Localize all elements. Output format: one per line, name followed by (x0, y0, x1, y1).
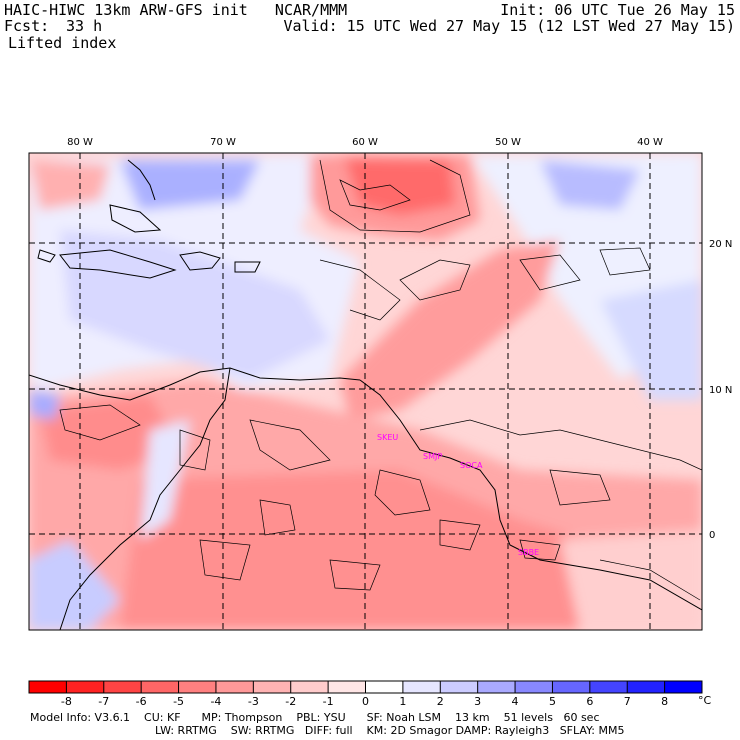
lon-label-80w: 80 W (67, 137, 93, 148)
station-smjp: SMJP (423, 452, 442, 461)
colorbar-tick-label: 4 (512, 695, 519, 708)
colorbar-tick-label: 3 (474, 695, 481, 708)
colorbar-tick-label: -7 (98, 695, 109, 708)
colorbar-tick-label: -4 (210, 695, 221, 708)
forecast-hour: 33 h (66, 17, 103, 35)
graticule (29, 153, 702, 630)
colorbar-tick-label: -8 (61, 695, 72, 708)
li-contours (59, 159, 702, 601)
map-frame (28, 152, 703, 631)
coastlines (29, 159, 702, 630)
model-info-line1: Model Info: V3.6.1 CU: KF MP: Thompson P… (30, 711, 600, 724)
station-soca: SOCA (460, 461, 483, 470)
lat-label-20n: 20 N (709, 239, 732, 250)
colorbar-tick-label: -5 (173, 695, 184, 708)
colorbar-tick-label: -3 (248, 695, 259, 708)
colorbar-swatch (215, 681, 254, 693)
shaded-field (29, 153, 702, 630)
colorbar-tick-label: -1 (323, 695, 334, 708)
colorbar-swatch (589, 681, 628, 693)
station-sbbe: SBBE (518, 548, 539, 557)
lat-label-10n: 10 N (709, 385, 732, 396)
colorbar-swatch (178, 681, 217, 693)
station-skeu: SKEU (377, 433, 398, 442)
colorbar-swatch (515, 681, 553, 693)
lon-label-70w: 70 W (210, 137, 236, 148)
colorbar-swatch (141, 681, 180, 693)
lon-label-60w: 60 W (352, 137, 378, 148)
field-name: Lifted index (8, 34, 117, 52)
model-title: HAIC-HIWC 13km ARW-GFS init NCAR/MMM (4, 1, 348, 19)
model-info-line2: LW: RRTMG SW: RRTMG DIFF: full KM: 2D Sm… (155, 724, 625, 737)
lat-label-0: 0 (709, 530, 715, 541)
colorbar-tick-label: -6 (136, 695, 147, 708)
colorbar-tick-label: 0 (362, 695, 369, 708)
colorbar-swatch (627, 681, 666, 693)
colorbar-swatch (552, 681, 591, 693)
colorbar-swatch (66, 681, 105, 693)
colorbar-swatch (103, 681, 142, 693)
colorbar-swatch (664, 681, 703, 693)
colorbar-swatch (477, 681, 516, 693)
forecast-label: Fcst: (4, 17, 50, 35)
colorbar-tick-label: 2 (437, 695, 444, 708)
colorbar-tick-label: 8 (661, 695, 668, 708)
colorbar-swatch (440, 681, 479, 693)
lon-label-40w: 40 W (637, 137, 663, 148)
colorbar-swatch (290, 681, 329, 693)
colorbar-swatch (29, 681, 67, 693)
colorbar-unit: °C (698, 694, 712, 707)
colorbar-tick-label: 7 (624, 695, 631, 708)
valid-time: Valid: 15 UTC Wed 27 May 15 (12 LST Wed … (283, 17, 735, 35)
colorbar-swatch (253, 681, 292, 693)
colorbar-tick-label: 1 (399, 695, 406, 708)
colorbar-tick-label: -2 (285, 695, 296, 708)
colorbar-swatch (328, 681, 366, 693)
colorbar-tick-label: 6 (586, 695, 593, 708)
lon-label-50w: 50 W (495, 137, 521, 148)
colorbar-tick-label: 5 (549, 695, 556, 708)
colorbar-swatch (365, 681, 404, 693)
colorbar: -8 -7 -6 -5 -4 -3 -2 -1 0 1 2 3 4 5 6 7 8 (28, 680, 703, 708)
init-time: Init: 06 UTC Tue 26 May 15 (500, 1, 735, 19)
colorbar-swatch (402, 681, 441, 693)
